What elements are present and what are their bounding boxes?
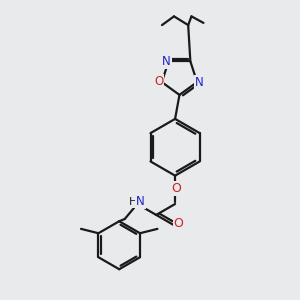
Text: N: N bbox=[162, 55, 171, 68]
Text: N: N bbox=[136, 195, 145, 208]
Text: O: O bbox=[174, 217, 184, 230]
Text: N: N bbox=[195, 76, 204, 88]
Text: O: O bbox=[154, 74, 163, 88]
Text: O: O bbox=[171, 182, 181, 195]
Text: H: H bbox=[129, 197, 137, 207]
